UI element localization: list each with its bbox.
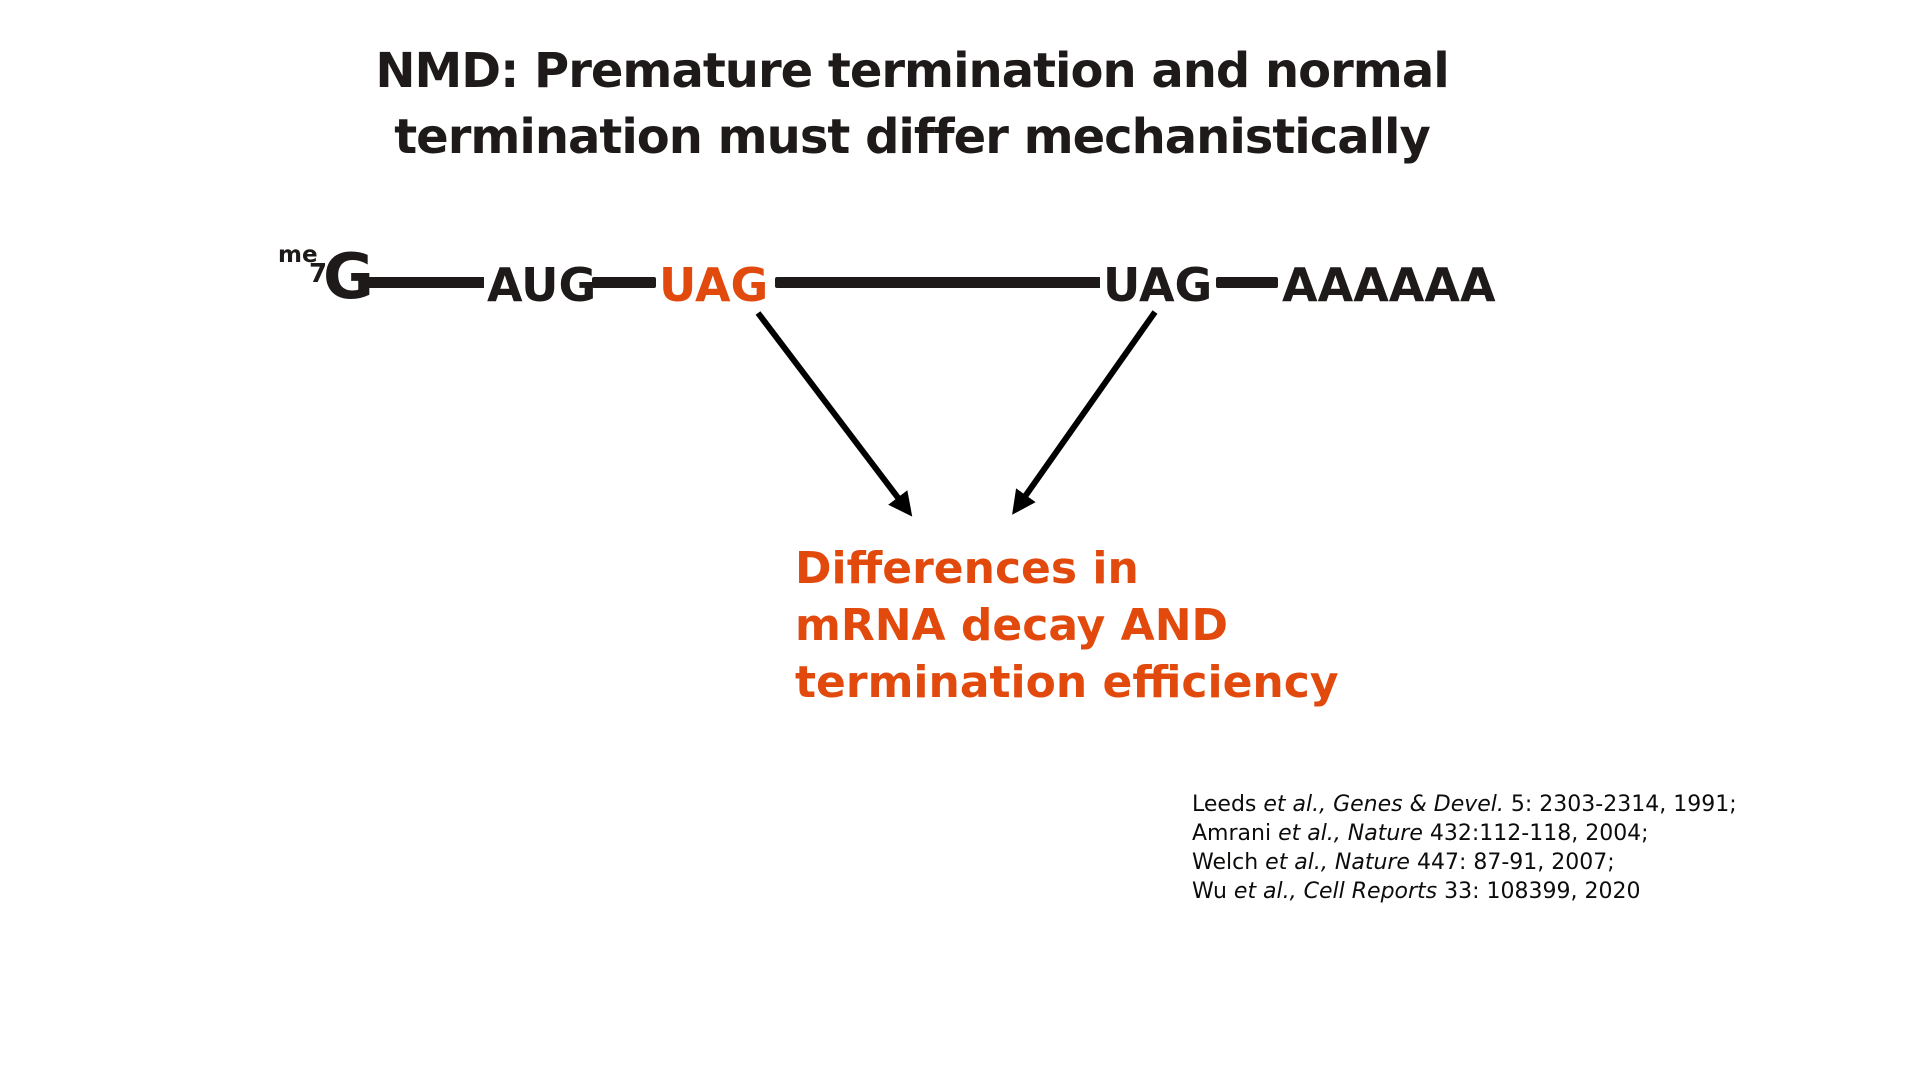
title-line-2: termination must differ mechanistically	[394, 109, 1431, 165]
five-prime-cap-label: me 7 G	[278, 244, 398, 334]
citation-text-segment: 5: 2303-2314, 1991;	[1503, 792, 1737, 817]
citation-line: Welch et al., Nature 447: 87-91, 2007;	[1192, 848, 1812, 877]
citation-italic-segment: et al., Nature	[1265, 850, 1410, 875]
citation-italic-segment: et al., Nature	[1278, 821, 1423, 846]
start-codon-label: AUG	[484, 253, 600, 317]
citation-italic-segment: et al., Cell Reports	[1233, 879, 1438, 904]
polya-tail-label: AAAAAA	[1279, 253, 1499, 317]
premature-stop-codon-label: UAG	[656, 253, 772, 317]
cap-seven-label: 7	[309, 259, 328, 289]
citation-text-segment: 33: 108399, 2020	[1437, 879, 1641, 904]
citation-italic-segment: et al., Genes & Devel.	[1263, 792, 1504, 817]
callout-line-2: mRNA decay AND	[795, 600, 1229, 651]
cap-methyl-label: me	[278, 242, 318, 268]
mrna-backbone-segment-1	[362, 277, 487, 288]
citations-block: Leeds et al., Genes & Devel. 5: 2303-231…	[1192, 790, 1812, 906]
citation-text-segment: Welch	[1192, 850, 1266, 875]
citation-text-segment: 432:112-118, 2004;	[1422, 821, 1649, 846]
citation-text-segment: 447: 87-91, 2007;	[1409, 850, 1615, 875]
citation-text-segment: Amrani	[1192, 821, 1279, 846]
callout-line-3: termination efficiency	[795, 657, 1339, 708]
citation-line: Amrani et al., Nature 432:112-118, 2004;	[1192, 819, 1812, 848]
arrow-from-premature-stop-icon	[755, 311, 913, 517]
callout-line-1: Differences in	[795, 543, 1139, 594]
mrna-backbone-segment-2	[592, 277, 656, 288]
mrna-backbone-segment-3	[775, 277, 1102, 288]
slide-title: NMD: Premature termination and normal te…	[162, 38, 1662, 170]
mrna-backbone-segment-4	[1216, 277, 1278, 288]
citation-line: Leeds et al., Genes & Devel. 5: 2303-231…	[1192, 790, 1812, 819]
title-line-1: NMD: Premature termination and normal	[375, 43, 1449, 99]
arrow-from-normal-stop-icon	[1012, 310, 1158, 515]
normal-stop-codon-label: UAG	[1100, 253, 1216, 317]
citation-text-segment: Wu	[1192, 879, 1234, 904]
citation-line: Wu et al., Cell Reports 33: 108399, 2020	[1192, 877, 1812, 906]
cap-guanosine-label: G	[323, 240, 374, 313]
citation-text-segment: Leeds	[1192, 792, 1264, 817]
callout-text: Differences in mRNA decay AND terminatio…	[795, 540, 1339, 711]
